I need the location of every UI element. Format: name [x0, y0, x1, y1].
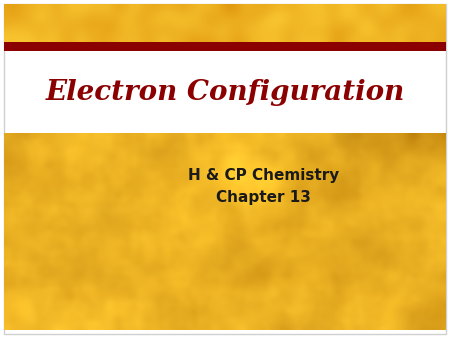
- Text: Electron Configuration: Electron Configuration: [45, 78, 405, 105]
- Text: H & CP Chemistry
Chapter 13: H & CP Chemistry Chapter 13: [188, 168, 339, 205]
- Bar: [4, 42, 446, 51]
